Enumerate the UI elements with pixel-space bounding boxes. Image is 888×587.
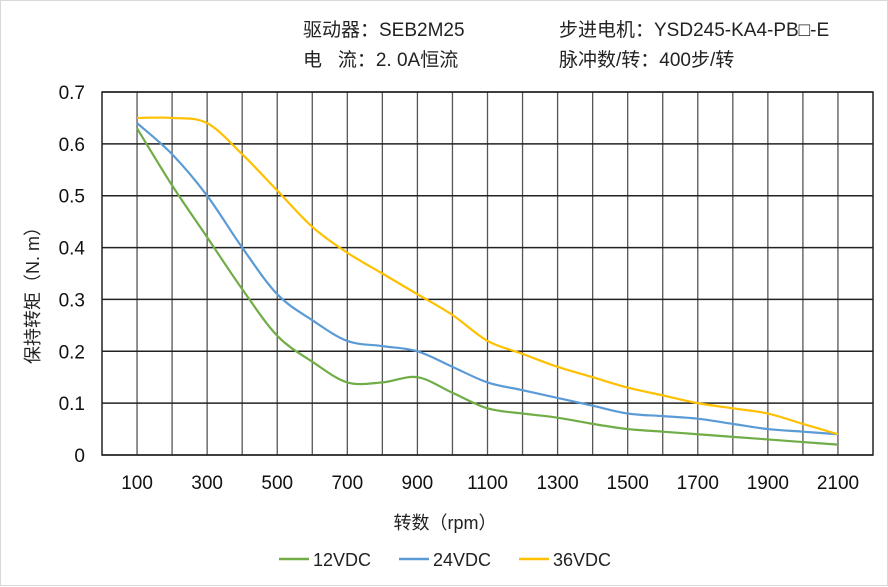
x-tick-label: 300	[191, 473, 223, 494]
series-line-24VDC	[136, 122, 839, 436]
y-axis-title: 保持转矩（N. m）	[23, 218, 43, 364]
y-tick-label: 0.7	[59, 83, 85, 104]
x-tick-label: 1300	[536, 473, 578, 494]
driver-label: 驱动器：SEB2M25	[303, 20, 465, 41]
y-tick-label: 0.5	[59, 187, 85, 208]
y-tick-label: 0.6	[59, 135, 85, 156]
x-tick-label: 1100	[467, 473, 508, 494]
series-line-12VDC	[136, 127, 839, 446]
current-label: 电 流：2. 0A恒流	[303, 50, 459, 71]
x-tick-label: 1500	[607, 473, 649, 494]
pulses-label: 脉冲数/转：400步/转	[559, 50, 735, 71]
x-tick-label: 700	[331, 473, 363, 494]
y-tick-label: 0.1	[59, 394, 85, 415]
plot-border	[101, 91, 874, 456]
x-tick-label: 2100	[817, 473, 859, 494]
x-tick-label: 1900	[747, 473, 789, 494]
legend-label: 36VDC	[553, 550, 611, 570]
legend-label: 12VDC	[313, 550, 371, 570]
x-tick-label: 1700	[677, 473, 719, 494]
x-tick-label: 500	[261, 473, 293, 494]
y-tick-label: 0.3	[59, 290, 85, 311]
x-tick-label: 100	[121, 473, 153, 494]
y-tick-label: 0	[74, 446, 85, 467]
y-tick-label: 0.2	[59, 342, 85, 363]
series-line-36VDC	[137, 116, 839, 436]
motor-label: 步进电机：YSD245-KA4-PB□-E	[559, 20, 830, 41]
legend-label: 24VDC	[433, 550, 491, 570]
y-tick-label: 0.4	[59, 239, 86, 260]
x-tick-label: 900	[402, 473, 434, 494]
x-axis-title: 转数（rpm）	[394, 513, 497, 533]
